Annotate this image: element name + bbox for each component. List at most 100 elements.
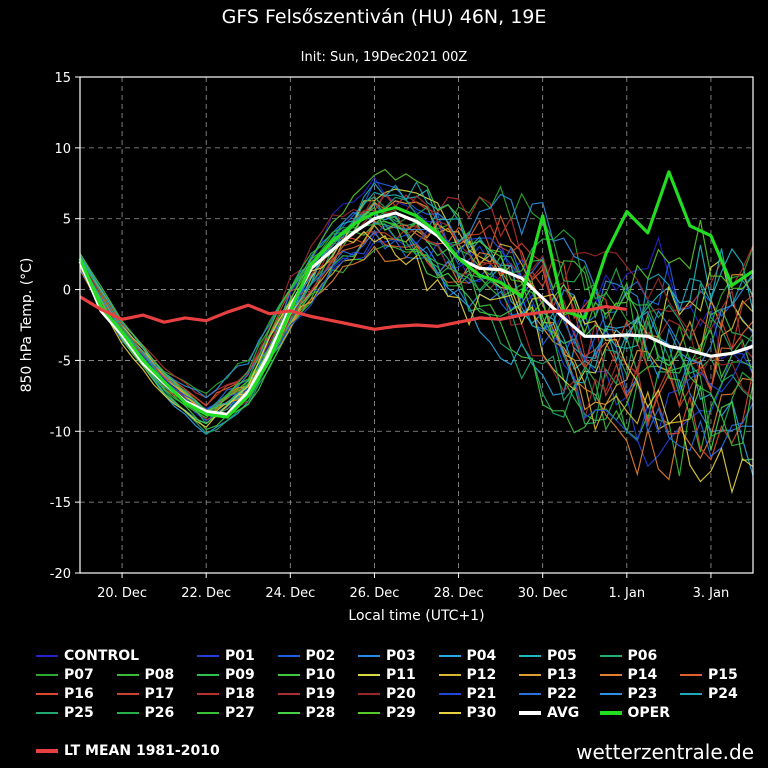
legend-label: P11 [386, 667, 416, 683]
plot-frame [79, 76, 754, 574]
series-line-p07 [79, 185, 754, 395]
legend-item: P29 [358, 704, 416, 722]
y-axis-label: 850 hPa Temp. (°C) [19, 258, 35, 393]
series-line-p14 [79, 245, 754, 481]
legend-label: P24 [708, 686, 738, 702]
x-tick-label: 30. Dec [518, 586, 568, 601]
legend-label: P13 [547, 667, 577, 683]
legend-label: P19 [305, 686, 336, 702]
legend-item: P18 [197, 685, 255, 703]
legend-label: P20 [386, 686, 416, 702]
series-line-p22 [79, 230, 754, 458]
series-line-avg [78, 211, 754, 416]
main-lines [78, 170, 754, 419]
legend-item: P11 [358, 666, 416, 684]
x-tick-label: 22. Dec [181, 586, 231, 601]
y-tick-label: -10 [50, 425, 71, 440]
legend-swatch [277, 693, 300, 695]
legend-label: P30 [466, 705, 497, 721]
legend-swatch [438, 712, 461, 714]
axis-ticks: 15 10 5 0 -5 -10 -15 -20 20. Dec 22. Dec 24. Dec 26… [50, 71, 729, 601]
legend-item: LT MEAN 1981-2010 [36, 742, 220, 760]
legend-item: P09 [197, 666, 255, 684]
series-line-p01 [79, 238, 754, 468]
legend-swatch [277, 674, 300, 676]
legend-swatch [358, 655, 380, 657]
y-tick-label: 0 [63, 284, 71, 299]
x-tick-label: 1. Jan [609, 586, 646, 601]
legend-swatch [438, 655, 461, 657]
legend-item: P02 [277, 647, 335, 665]
legend-label: P05 [547, 648, 577, 664]
legend-label: AVG [547, 705, 580, 721]
series-line-oper [78, 170, 754, 419]
series-line-lt-mean-1981-2010 [79, 295, 628, 331]
legend-item: P27 [197, 704, 255, 722]
legend-label: P01 [225, 648, 255, 664]
legend-swatch [36, 674, 58, 676]
legend-item: P03 [358, 647, 416, 665]
series-line-p29 [79, 168, 754, 412]
legend-label: P06 [627, 648, 658, 664]
legend-swatch [599, 655, 622, 657]
legend-item: P28 [277, 704, 336, 722]
legend-label: P27 [225, 705, 255, 721]
series-line-p21 [79, 224, 754, 443]
legend-item: P01 [197, 647, 255, 665]
legend-item: CONTROL [36, 647, 139, 665]
legend-swatch [36, 693, 58, 695]
legend-swatch [358, 712, 380, 714]
legend-label: P16 [64, 686, 94, 702]
legend-item: P07 [36, 666, 94, 684]
chart-subtitle: Init: Sun, 19Dec2021 00Z [300, 50, 468, 65]
x-tick-label: 3. Jan [693, 586, 730, 601]
legend-item: P13 [519, 666, 577, 684]
legend-swatch [116, 712, 139, 714]
legend-label: P25 [64, 705, 94, 721]
series-line-p30 [79, 230, 754, 495]
legend-swatch [680, 674, 702, 676]
legend-label: P26 [144, 705, 175, 721]
legend-swatch [36, 712, 58, 714]
x-axis-label: Local time (UTC+1) [348, 608, 484, 624]
legend-label: OPER [627, 705, 671, 721]
legend-item: P15 [680, 666, 738, 684]
legend-item: P21 [438, 685, 496, 703]
legend-label: P03 [386, 648, 416, 664]
legend-item: P26 [116, 704, 175, 722]
legend-item: P23 [599, 685, 658, 703]
legend-label: P22 [547, 686, 577, 702]
legend-item: P25 [36, 704, 94, 722]
legend-swatch [438, 674, 461, 676]
legend-swatch [36, 749, 58, 753]
legend-swatch [519, 693, 541, 695]
legend-label: P28 [305, 705, 336, 721]
legend-label: P07 [64, 667, 94, 683]
legend-swatch [358, 693, 380, 695]
watermark: wetterzentrale.de [576, 740, 754, 764]
legend-item: P14 [599, 666, 658, 684]
legend-item: P24 [680, 685, 738, 703]
legend-swatch [116, 674, 139, 676]
legend-item: P16 [36, 685, 94, 703]
legend-swatch [358, 674, 380, 676]
legend-label: P08 [144, 667, 175, 683]
legend-label: P23 [627, 686, 658, 702]
legend-label: P10 [305, 667, 336, 683]
legend-item: P04 [438, 647, 497, 665]
legend-label: P17 [144, 686, 175, 702]
y-tick-label: -15 [50, 496, 71, 511]
legend-swatch [197, 655, 219, 657]
x-tick-label: 20. Dec [97, 586, 147, 601]
legend-label: P29 [386, 705, 416, 721]
legend-swatch [519, 674, 541, 676]
legend-swatch [438, 693, 461, 695]
legend-label: P14 [627, 667, 658, 683]
y-tick-label: 15 [54, 71, 71, 86]
legend-item: P30 [438, 704, 497, 722]
legend-swatch [519, 711, 541, 715]
legend-item: P10 [277, 666, 336, 684]
legend-label: P04 [466, 648, 497, 664]
legend-swatch [197, 693, 219, 695]
